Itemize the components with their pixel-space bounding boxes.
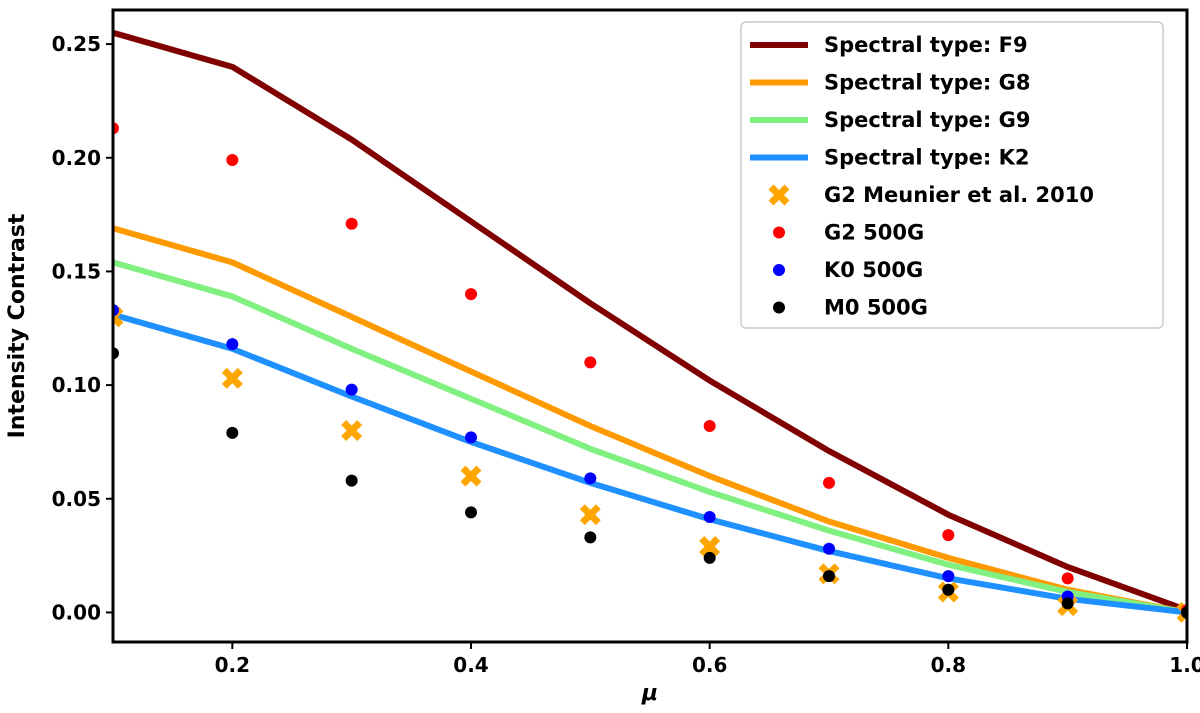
series-line-spectral-type-k2	[113, 311, 1187, 616]
point-k0-500g	[703, 510, 716, 523]
point-m0-500g	[1061, 597, 1074, 610]
point-g2-500g	[226, 154, 239, 167]
legend-swatch-k0-500g	[773, 264, 785, 276]
point-g2-meunier-et-al-2010	[341, 420, 363, 442]
point-g2-500g	[465, 288, 477, 301]
series-line-spectral-type-g8	[113, 225, 1187, 616]
y-tick-label: 0.20	[52, 146, 101, 170]
point-g2-500g	[942, 529, 955, 542]
y-tick-label: 0.25	[52, 32, 101, 56]
plot-frame	[111, 8, 1189, 644]
legend: Spectral type: F9 Spectral type: G8 Spectr…	[740, 21, 1164, 329]
y-axis-label: Intensity Contrast	[5, 213, 30, 438]
point-g2-500g	[345, 217, 358, 230]
point-k0-500g	[942, 570, 955, 583]
legend-swatch-m0-500g	[773, 301, 785, 314]
legend-swatch-g2-500g	[773, 226, 785, 239]
point-k0-500g	[226, 338, 239, 351]
y-tick-label: 0.10	[52, 373, 101, 397]
legend-label-spectral-type-g8: Spectral type: G8	[824, 71, 1030, 95]
axis-ticks: 0.2 0.4 0.6 0.8 1.0 0.00 0.05 0.10 0.15 0.20 0.25	[52, 32, 1200, 677]
point-m0-500g	[942, 583, 955, 596]
point-m0-500g	[584, 531, 597, 544]
point-g2-500g	[584, 356, 597, 369]
legend-box	[740, 21, 1164, 329]
y-tick-label: 0.05	[52, 487, 101, 511]
legend-label-m0-500g: M0 500G	[824, 296, 928, 320]
point-g2-500g	[1061, 572, 1074, 585]
x-tick-label: 0.2	[215, 653, 250, 677]
legend-label-g2-meunier-et-al-2010: G2 Meunier et al. 2010	[824, 183, 1094, 207]
point-g2-meunier-et-al-2010	[460, 465, 482, 487]
legend-label-spectral-type-g9: Spectral type: G9	[824, 108, 1030, 132]
point-m0-500g	[465, 506, 477, 519]
point-m0-500g	[703, 551, 716, 564]
y-tick-label: 0.00	[52, 600, 101, 624]
point-m0-500g	[345, 474, 358, 487]
point-k0-500g	[345, 383, 358, 396]
point-g2-meunier-et-al-2010	[1176, 601, 1187, 623]
series-line-spectral-type-f9	[113, 29, 1187, 613]
y-tick-label: 0.15	[52, 259, 101, 283]
legend-label-spectral-type-f9: Spectral type: F9	[824, 33, 1028, 57]
point-k0-500g	[465, 431, 477, 444]
x-tick-label: 0.6	[692, 653, 727, 677]
x-tick-label: 1.0	[1169, 653, 1200, 677]
legend-swatch-g2-meunier-et-al-2010	[768, 184, 790, 206]
legend-label-spectral-type-k2: Spectral type: K2	[824, 146, 1030, 170]
point-g2-meunier-et-al-2010	[699, 536, 721, 557]
point-g2-meunier-et-al-2010	[221, 367, 243, 389]
x-tick-label: 0.4	[453, 653, 488, 677]
x-axis-label: μ	[641, 681, 658, 706]
point-g2-500g	[823, 476, 835, 489]
point-m0-500g	[226, 426, 239, 439]
point-m0-500g	[823, 570, 835, 583]
point-k0-500g	[584, 472, 597, 485]
point-k0-500g	[823, 542, 835, 555]
legend-label-g2-500g: G2 500G	[824, 221, 924, 245]
plot-marks	[113, 29, 1187, 623]
point-g2-meunier-et-al-2010	[579, 504, 601, 526]
point-g2-500g	[703, 420, 716, 433]
series-line-spectral-type-g9	[113, 259, 1187, 616]
legend-label-k0-500g: K0 500G	[824, 258, 923, 282]
x-tick-label: 0.8	[931, 653, 966, 677]
